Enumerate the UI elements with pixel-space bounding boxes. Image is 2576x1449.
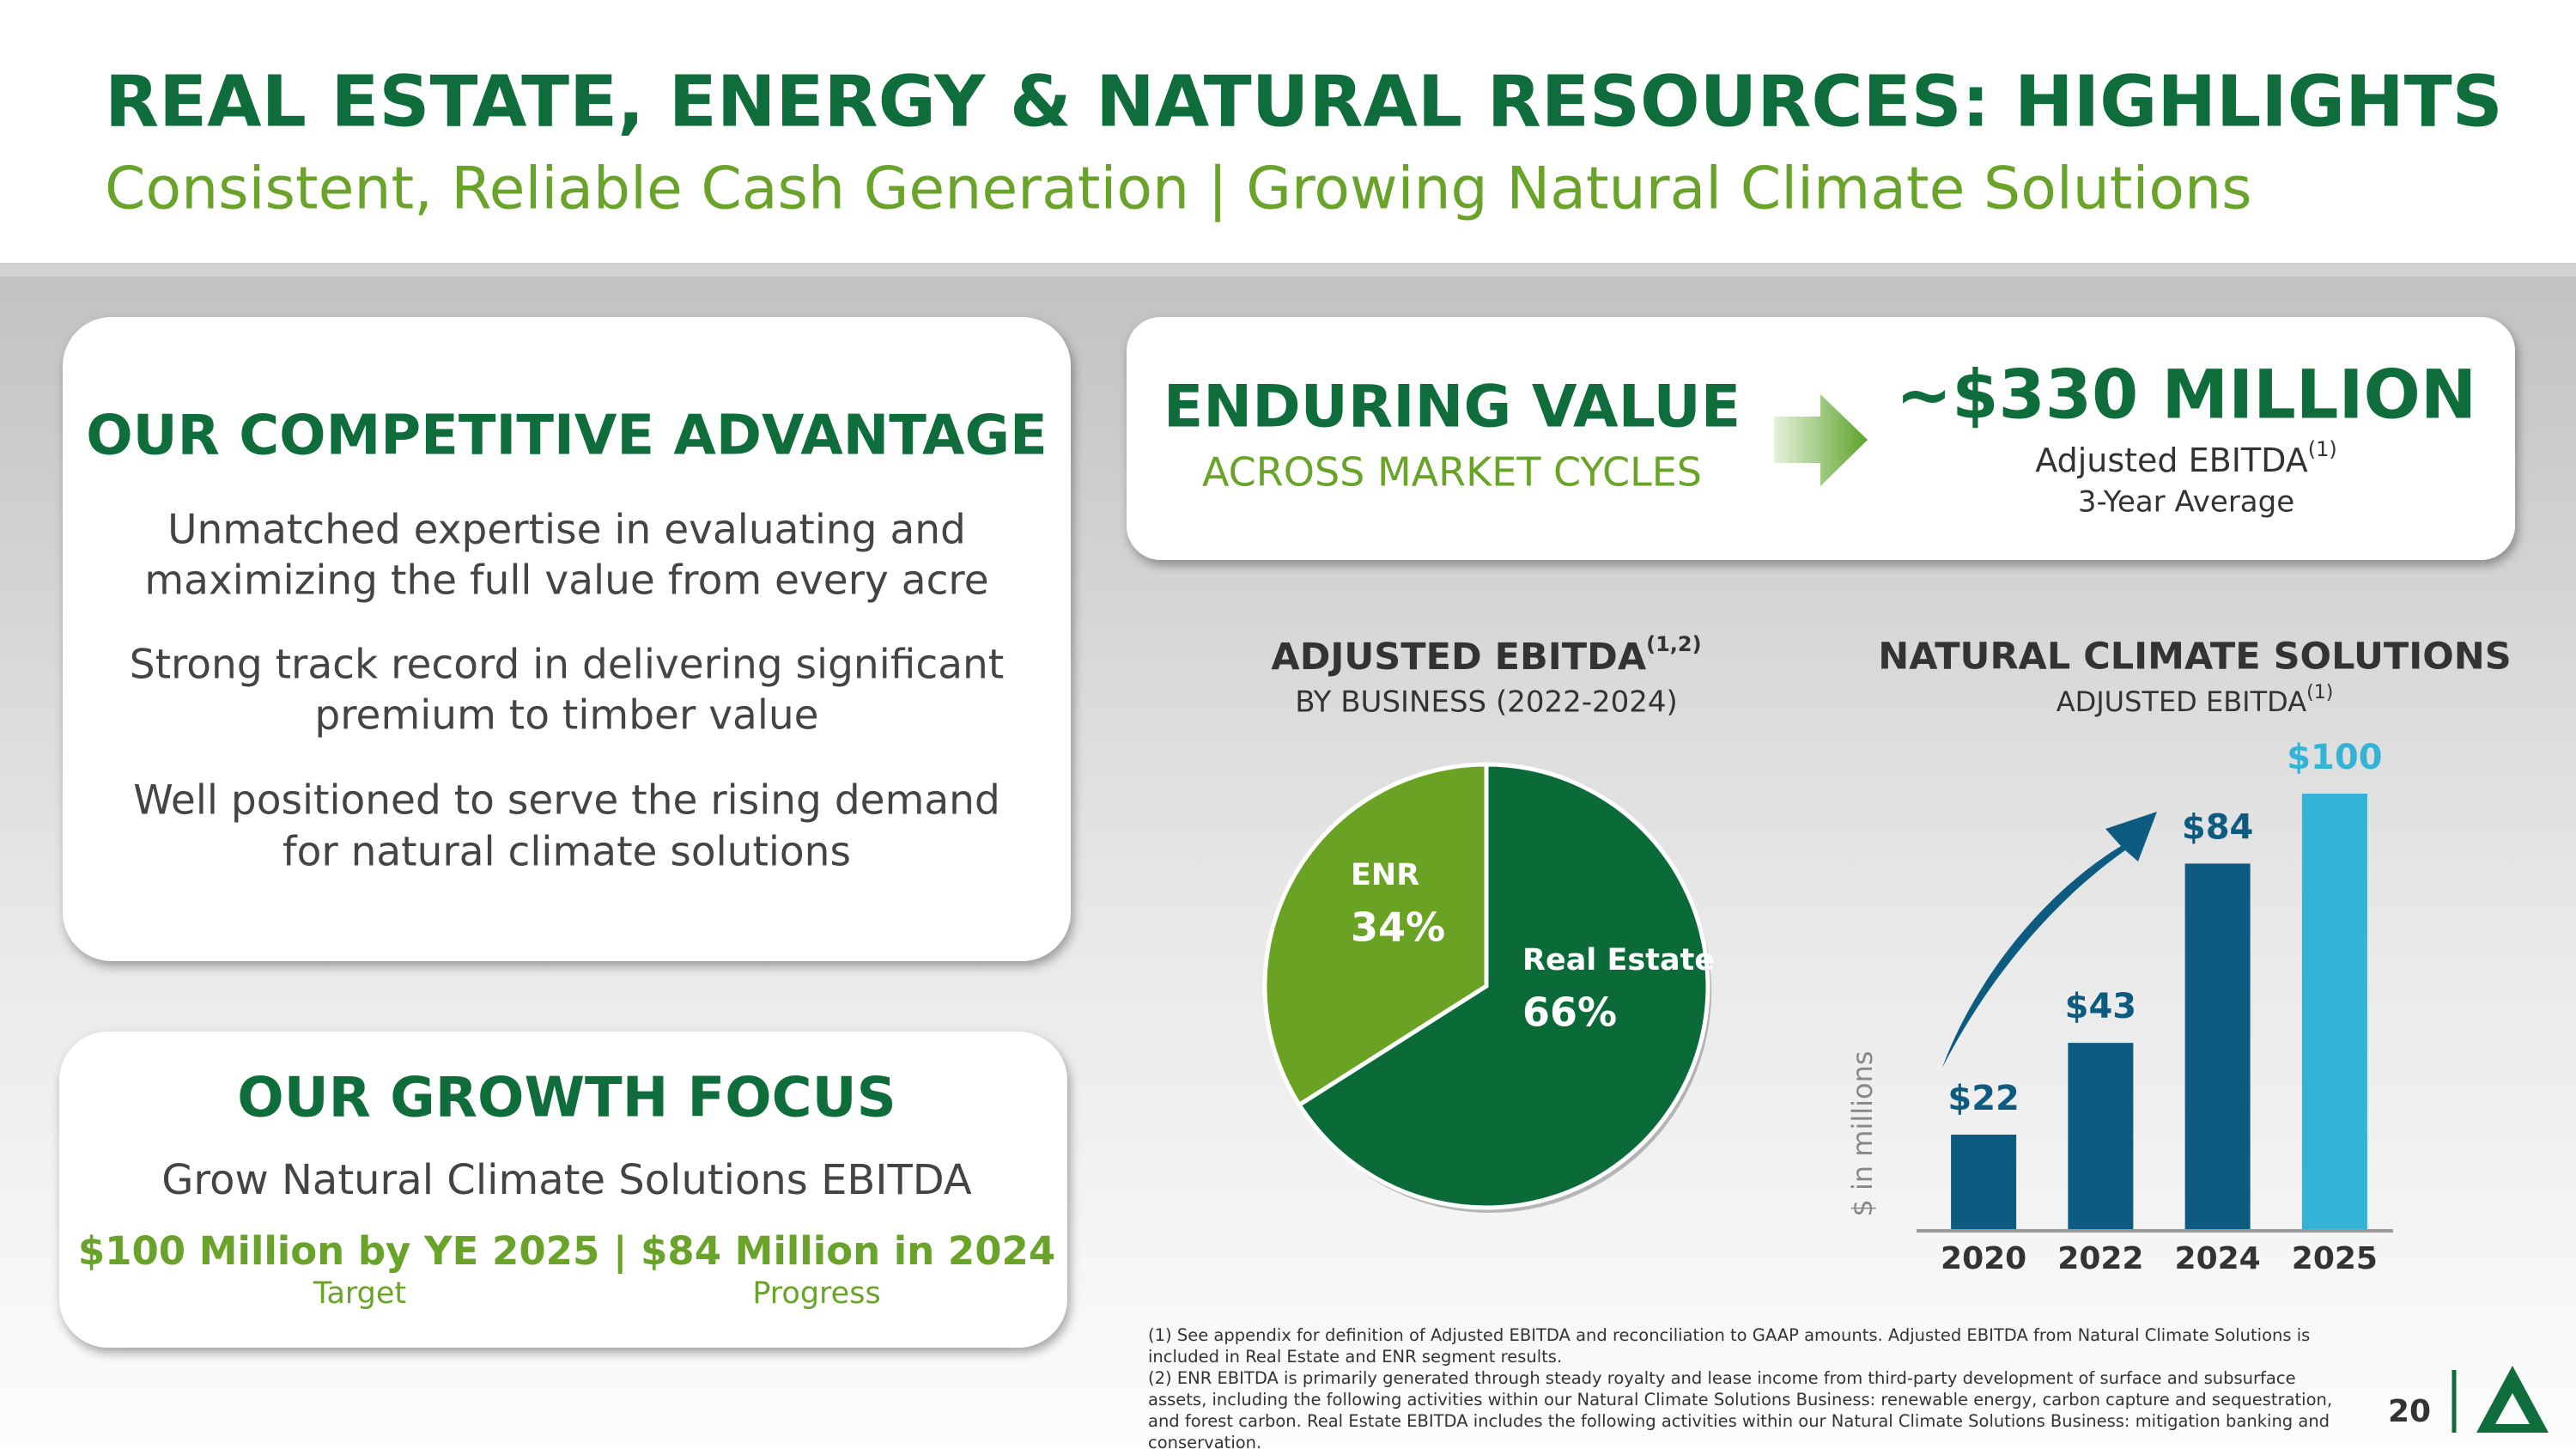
slice-value: 66% [1522,989,1617,1036]
pie-title-text: ADJUSTED EBITDA [1271,636,1646,679]
pie-subtitle: BY BUSINESS (2022-2024) [1295,685,1678,720]
growth-separator: | [613,1228,627,1274]
growth-card [59,1032,1067,1348]
page-number: 20 [2388,1394,2431,1429]
bar-value-label: $100 [2287,738,2382,777]
advantage-point: Strong track record in delivering signif… [130,642,1005,689]
bar-title: NATURAL CLIMATE SOLUTIONS [1878,636,2511,679]
footnote: (2) ENR EBITDA is primarily generated th… [1148,1368,2333,1449]
x-tick-label: 2025 [2292,1241,2378,1276]
advantage-point: Unmatched expertise in evaluating and [167,507,966,554]
metric: Adjusted EBITDA [2035,441,2307,479]
growth-progress: $84 Million in 2024 [641,1228,1055,1274]
bar [2068,1043,2134,1231]
bar-value-label: $22 [1947,1079,2020,1118]
bar-subtitle-note: (1) [2306,682,2333,703]
slice-label: Real Estate [1522,943,1715,977]
value-amount: ~$330 MILLION [1896,356,2476,434]
growth-title: OUR GROWTH FOCUS [237,1067,896,1130]
growth-text: Grow Natural Climate Solutions EBITDA [161,1156,972,1204]
value-subtitle: ACROSS MARKET CYCLES [1202,449,1702,496]
value-metric: Adjusted EBITDA(1) [2035,437,2336,479]
slice-label: ENR [1351,858,1419,892]
value-title: ENDURING VALUE [1163,374,1741,441]
subtitle: Consistent, Reliable Cash Generation | G… [105,155,2252,223]
bar-subtitle: ADJUSTED EBITDA(1) [2057,682,2334,718]
bar-value-label: $43 [2065,987,2137,1026]
advantage-card [63,317,1071,961]
bar [2184,863,2251,1231]
slice-value: 34% [1351,904,1445,951]
x-tick-label: 2022 [2057,1241,2143,1276]
footnote: (1) See appendix for definition of Adjus… [1148,1325,2311,1367]
arrow [1774,394,1868,486]
title: REAL ESTATE, ENERGY & NATURAL RESOURCES:… [105,61,2503,143]
advantage-point: maximizing the full value from every acr… [144,557,988,605]
footnotes: (1) See appendix for definition of Adjus… [1148,1324,2346,1449]
advantage-point: for natural climate solutions [283,829,851,876]
bar-value-label: $84 [2182,807,2254,847]
value-period: 3-Year Average [2078,485,2294,520]
x-tick-label: 2020 [1941,1241,2026,1276]
advantage-point: Well positioned to serve the rising dema… [133,777,1000,825]
bar-subtitle-text: ADJUSTED EBITDA [2057,685,2307,718]
bar [2301,794,2367,1231]
pie-title-note: (1,2) [1646,632,1701,656]
growth-line: $100 Million by YE 2025 | $84 Million in… [78,1228,1055,1274]
header-stripe [0,263,2576,277]
bar [1951,1135,2017,1231]
advantage-title: OUR COMPETITIVE ADVANTAGE [86,405,1048,468]
y-axis-label: $ in millions [1846,1050,1879,1216]
metric-note: (1) [2308,437,2337,461]
growth-target: $100 Million by YE 2025 [78,1228,599,1274]
pie-slice [1296,762,1710,1210]
growth-arrow [1942,812,2157,1068]
progress-label: Progress [752,1276,880,1311]
x-tick-label: 2024 [2175,1241,2261,1276]
pie-title: ADJUSTED EBITDA(1,2) [1271,632,1701,679]
pie-slice [1262,762,1489,1108]
target-label: Target [313,1276,406,1311]
logo [2476,1366,2549,1433]
advantage-point: premium to timber value [314,692,818,740]
